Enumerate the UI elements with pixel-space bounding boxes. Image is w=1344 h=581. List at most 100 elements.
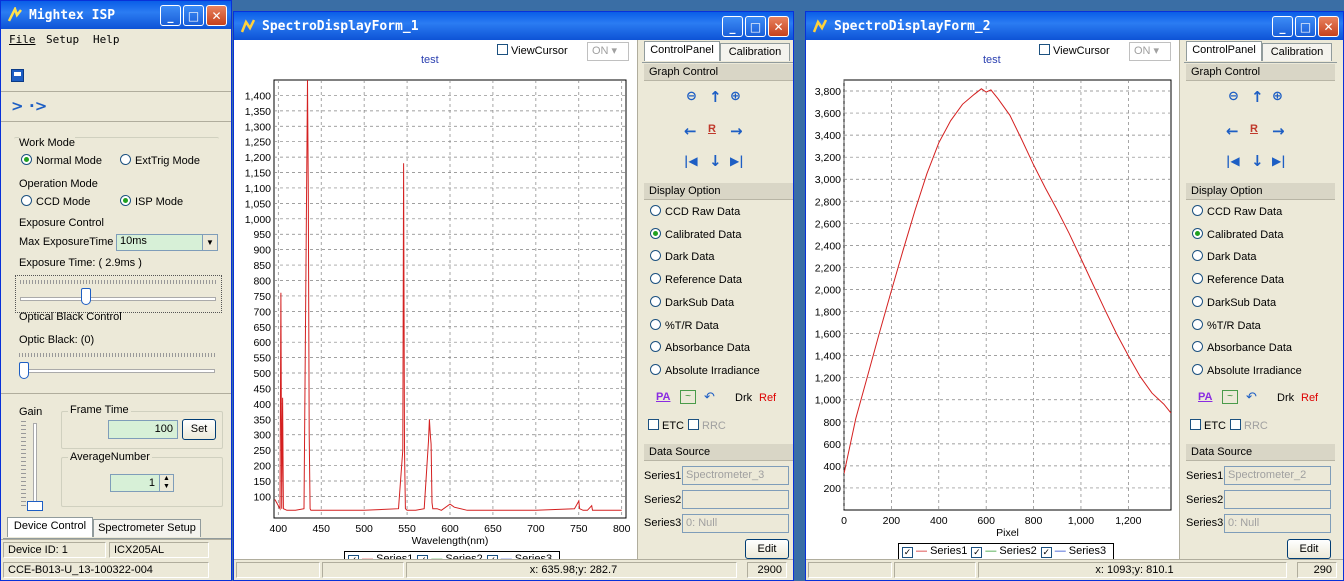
- display-option-calibrated-data[interactable]: Calibrated Data: [650, 227, 741, 241]
- legend-item[interactable]: ✓— Series2: [971, 545, 1037, 558]
- maximize-button[interactable]: □: [745, 16, 766, 37]
- step-icon[interactable]: ·>: [29, 97, 48, 115]
- edit-button[interactable]: Edit: [1287, 539, 1331, 559]
- series3-field[interactable]: 0: Null: [1224, 514, 1331, 533]
- max-exposure-select[interactable]: 10ms ▼: [116, 234, 218, 251]
- radio-exttrig-mode[interactable]: ExtTrig Mode: [120, 154, 200, 167]
- zoom-out-icon[interactable]: ⊖: [1228, 89, 1239, 104]
- display-option-darksub-data[interactable]: DarkSub Data: [1192, 295, 1276, 309]
- first-icon[interactable]: |◀: [1226, 154, 1240, 168]
- zoom-out-icon[interactable]: ⊖: [686, 89, 697, 104]
- radio-normal-mode[interactable]: Normal Mode: [21, 154, 102, 167]
- save-icon[interactable]: [11, 69, 24, 82]
- maximize-button[interactable]: □: [183, 5, 204, 26]
- etc-checkbox[interactable]: ETC: [1190, 419, 1226, 432]
- undo-icon[interactable]: ↶: [704, 389, 715, 404]
- legend-checkbox[interactable]: ✓: [1040, 547, 1052, 558]
- spectro-titlebar[interactable]: SpectroDisplayForm_2 _ □ ✕: [806, 12, 1343, 40]
- text-tool-icon[interactable]: PA: [1198, 391, 1213, 403]
- set-button[interactable]: Set: [182, 419, 216, 440]
- series2-field[interactable]: [682, 490, 789, 509]
- tab-calibration[interactable]: Calibration: [720, 43, 790, 61]
- display-option-ccd-raw-data[interactable]: CCD Raw Data: [1192, 205, 1282, 218]
- optic-black-slider[interactable]: [15, 351, 222, 381]
- display-option-calibrated-data[interactable]: Calibrated Data: [1192, 227, 1283, 241]
- average-number-stepper[interactable]: 1 ▲ ▼: [110, 474, 174, 492]
- series3-field[interactable]: 0: Null: [682, 514, 789, 533]
- close-button[interactable]: ✕: [768, 16, 789, 37]
- tab-controlpanel[interactable]: ControlPanel: [644, 41, 720, 61]
- series2-field[interactable]: [1224, 490, 1331, 509]
- minimize-button[interactable]: _: [722, 16, 743, 37]
- legend-item[interactable]: ✓— Series3: [1040, 545, 1106, 558]
- spin-arrows-icon[interactable]: ▲ ▼: [159, 475, 173, 491]
- reset-zoom-icon[interactable]: R: [708, 123, 716, 135]
- undo-icon[interactable]: ↶: [1246, 389, 1257, 404]
- chart-area[interactable]: 100 150 200 250 300 350 400 450 500 550 600 650 700 7…: [234, 40, 637, 568]
- radio-ccd-mode[interactable]: CCD Mode: [21, 195, 90, 208]
- arrow-left-icon[interactable]: ←: [684, 122, 697, 140]
- minimize-button[interactable]: _: [1272, 16, 1293, 37]
- arrow-right-icon[interactable]: →: [730, 122, 743, 140]
- cursor-state-dropdown[interactable]: ON ▾: [1129, 42, 1171, 61]
- rrc-checkbox[interactable]: RRC: [1230, 419, 1268, 432]
- close-button[interactable]: ✕: [206, 5, 227, 26]
- tab-spectrometer-setup[interactable]: Spectrometer Setup: [93, 519, 201, 537]
- display-option-absorbance-data[interactable]: Absorbance Data: [650, 341, 750, 354]
- display-option-absolute-irradiance[interactable]: Absolute Irradiance: [650, 363, 760, 377]
- slider-thumb[interactable]: [27, 501, 43, 511]
- legend-checkbox[interactable]: ✓: [971, 547, 983, 558]
- display-option-absorbance-data[interactable]: Absorbance Data: [1192, 341, 1292, 354]
- display-option-darksub-data[interactable]: DarkSub Data: [650, 295, 734, 309]
- arrow-right-icon[interactable]: →: [1272, 122, 1285, 140]
- edit-button[interactable]: Edit: [745, 539, 789, 559]
- arrow-up-icon[interactable]: ↑: [1251, 88, 1264, 106]
- panel-splitter[interactable]: [637, 40, 641, 560]
- ref-label[interactable]: Ref: [1301, 392, 1319, 404]
- arrow-down-icon[interactable]: ↓: [709, 152, 722, 170]
- etc-checkbox[interactable]: ETC: [648, 419, 684, 432]
- display-option-absolute-irradiance[interactable]: Absolute Irradiance: [1192, 363, 1302, 377]
- menu-setup[interactable]: Setup: [46, 33, 80, 46]
- zoom-in-icon[interactable]: ⊕: [1272, 89, 1283, 104]
- display-option-reference-data[interactable]: Reference Data: [1192, 273, 1284, 286]
- menu-file[interactable]: File: [9, 33, 36, 46]
- gain-slider[interactable]: [19, 421, 53, 513]
- display-option-dark-data[interactable]: Dark Data: [650, 250, 715, 263]
- last-icon[interactable]: ▶|: [730, 154, 744, 168]
- tab-device-control[interactable]: Device Control: [7, 517, 93, 537]
- maximize-button[interactable]: □: [1295, 16, 1316, 37]
- display-option-dark-data[interactable]: Dark Data: [1192, 250, 1257, 263]
- chart-area[interactable]: 200 400 600 800 1,000 1,200 1,400 1,600 1,800 2,0…: [806, 40, 1179, 560]
- drk-label[interactable]: Drk: [735, 392, 753, 404]
- slider-thumb[interactable]: [19, 362, 29, 379]
- arrow-down-icon[interactable]: ↓: [1251, 152, 1264, 170]
- menu-help[interactable]: Help: [93, 33, 120, 46]
- zoom-in-icon[interactable]: ⊕: [730, 89, 741, 104]
- arrow-up-icon[interactable]: ↑: [709, 88, 722, 106]
- display-option-ccd-raw-data[interactable]: CCD Raw Data: [650, 205, 740, 218]
- legend-item[interactable]: ✓— Series1: [902, 545, 967, 558]
- spectrum-chart[interactable]: 200 400 600 800 1,000 1,200 1,400 1,600 1,800 2,0…: [806, 40, 1179, 560]
- slider-thumb[interactable]: [81, 288, 92, 305]
- rrc-checkbox[interactable]: RRC: [688, 419, 726, 432]
- viewcursor-checkbox[interactable]: ViewCursor: [1039, 44, 1110, 57]
- display-option--t-r-data[interactable]: %T/R Data: [1192, 318, 1261, 332]
- cursor-state-dropdown[interactable]: ON ▾: [587, 42, 629, 61]
- isp-titlebar[interactable]: Mightex ISP _ □ ✕: [1, 1, 231, 29]
- drk-label[interactable]: Drk: [1277, 392, 1295, 404]
- curve-tool-icon[interactable]: ~: [1222, 390, 1238, 404]
- exposure-slider[interactable]: [15, 275, 222, 313]
- tab-controlpanel[interactable]: ControlPanel: [1186, 41, 1262, 61]
- legend-checkbox[interactable]: ✓: [902, 547, 913, 558]
- curve-tool-icon[interactable]: ~: [680, 390, 696, 404]
- close-button[interactable]: ✕: [1318, 16, 1339, 37]
- display-option-reference-data[interactable]: Reference Data: [650, 273, 742, 286]
- spectro-titlebar[interactable]: SpectroDisplayForm_1 _ □ ✕: [234, 12, 793, 40]
- ref-label[interactable]: Ref: [759, 392, 777, 404]
- play-icon[interactable]: >: [11, 97, 24, 115]
- viewcursor-checkbox[interactable]: ViewCursor: [497, 44, 568, 57]
- display-option--t-r-data[interactable]: %T/R Data: [650, 318, 719, 332]
- minimize-button[interactable]: _: [160, 5, 181, 26]
- frame-time-input[interactable]: 100: [108, 420, 178, 439]
